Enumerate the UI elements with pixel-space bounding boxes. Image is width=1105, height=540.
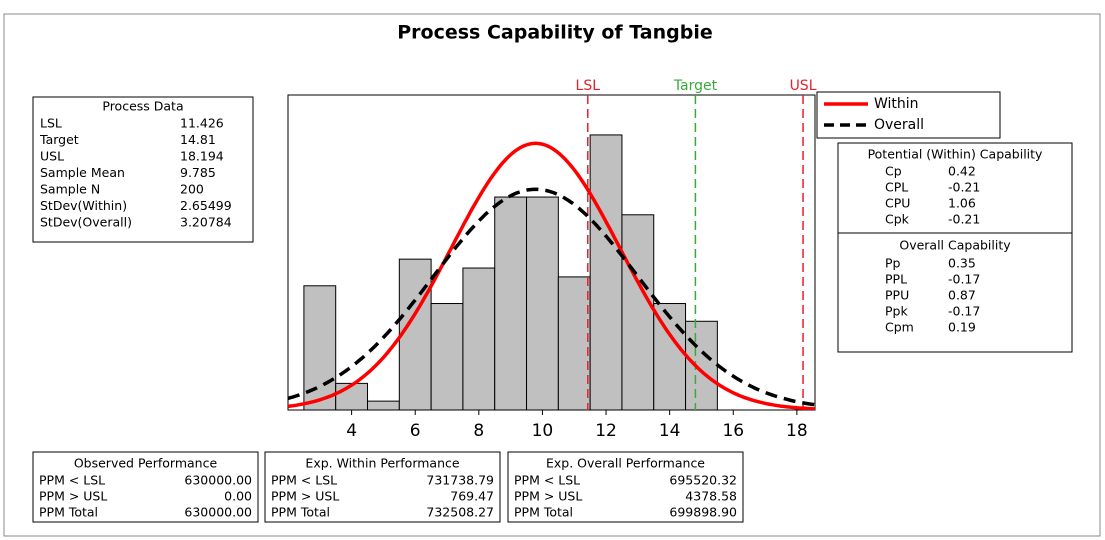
row-label: Pp (885, 256, 901, 271)
spec-label: USL (790, 78, 817, 94)
row-value: 769.47 (450, 489, 494, 504)
bar (685, 320, 718, 411)
row-value: 2.65499 (180, 198, 232, 213)
row-label: Cpk (885, 212, 910, 227)
row-label: CPL (885, 180, 908, 195)
x-tick-label: 12 (595, 421, 617, 441)
row-label: PPM > USL (39, 489, 107, 504)
row-label: PPM Total (271, 505, 330, 520)
row-label: Cp (885, 164, 902, 179)
bar (526, 196, 559, 411)
row-value: 3.20784 (180, 215, 232, 230)
row-label: Sample N (40, 182, 100, 197)
row-value: 4378.58 (685, 489, 737, 504)
table-title: Exp. Within Performance (305, 456, 459, 471)
table-title: Exp. Overall Performance (546, 456, 705, 471)
chart-title: Process Capability of Tangbie (397, 22, 713, 44)
row-value: 0.00 (224, 489, 252, 504)
table-box (32, 451, 259, 523)
row-label: PPM Total (514, 505, 573, 520)
row-label: Target (39, 132, 79, 147)
row-value: 731738.79 (426, 473, 494, 488)
row-value: 0.35 (948, 256, 976, 271)
bar (494, 196, 528, 411)
row-value: -0.21 (948, 212, 980, 227)
row-label: PPM > USL (514, 489, 582, 504)
x-tick-label: 10 (532, 421, 554, 441)
fit-curve (288, 187, 815, 407)
spec-label: Target (673, 78, 718, 94)
row-value: 0.87 (948, 288, 976, 303)
bar (335, 382, 369, 411)
x-tick-label: 6 (410, 421, 421, 441)
row-value: -0.17 (948, 272, 980, 287)
row-label: StDev(Within) (40, 198, 127, 213)
x-tick-label: 14 (659, 421, 681, 441)
fit-curve (288, 141, 815, 410)
row-label: CPU (885, 196, 910, 211)
row-value: 1.06 (948, 196, 976, 211)
row-label: USL (40, 149, 64, 164)
row-value: -0.17 (948, 304, 980, 319)
row-value: 0.19 (948, 320, 976, 335)
row-value: 695520.32 (669, 473, 737, 488)
table-box (32, 96, 254, 243)
row-value: 9.785 (180, 165, 216, 180)
row-value: 14.81 (180, 132, 216, 147)
legend (816, 91, 1001, 139)
x-tick-label: 16 (722, 421, 744, 441)
row-value: -0.21 (948, 180, 980, 195)
row-label: Ppk (885, 304, 908, 319)
row-label: PPM > USL (271, 489, 339, 504)
row-value: 630000.00 (184, 473, 252, 488)
row-label: PPU (885, 288, 909, 303)
bar (621, 214, 655, 411)
row-label: PPM < LSL (39, 473, 105, 488)
table-title: Observed Performance (74, 456, 218, 471)
row-value: 699898.90 (669, 505, 737, 520)
table-box (507, 451, 744, 523)
row-label: PPL (885, 272, 907, 287)
row-label: Cpm (885, 320, 914, 335)
bar (589, 134, 623, 411)
x-tick-label: 4 (346, 421, 357, 441)
table-title: Process Data (102, 99, 183, 114)
row-value: 18.194 (180, 149, 224, 164)
bar (557, 276, 591, 411)
row-value: 0.42 (948, 164, 976, 179)
x-tick-label: 8 (473, 421, 484, 441)
table-title: Overall Capability (899, 238, 1011, 253)
table-box (264, 451, 501, 523)
row-label: StDev(Overall) (40, 215, 132, 230)
spec-label: LSL (576, 78, 601, 94)
row-label: Sample Mean (40, 165, 125, 180)
row-value: 11.426 (180, 116, 224, 131)
bar (430, 303, 464, 411)
row-label: LSL (40, 116, 62, 131)
row-label: PPM Total (39, 505, 98, 520)
bar (367, 400, 400, 411)
bar (398, 258, 432, 411)
table-title: Potential (Within) Capability (868, 147, 1043, 162)
row-label: PPM < LSL (514, 473, 580, 488)
legend-label: Within (874, 96, 919, 112)
row-value: 630000.00 (184, 505, 252, 520)
row-value: 200 (180, 182, 204, 197)
row-value: 732508.27 (426, 505, 494, 520)
legend-label: Overall (874, 117, 924, 133)
bar (462, 267, 496, 411)
row-label: PPM < LSL (271, 473, 337, 488)
table-box (837, 142, 1073, 353)
x-tick-label: 18 (786, 421, 808, 441)
